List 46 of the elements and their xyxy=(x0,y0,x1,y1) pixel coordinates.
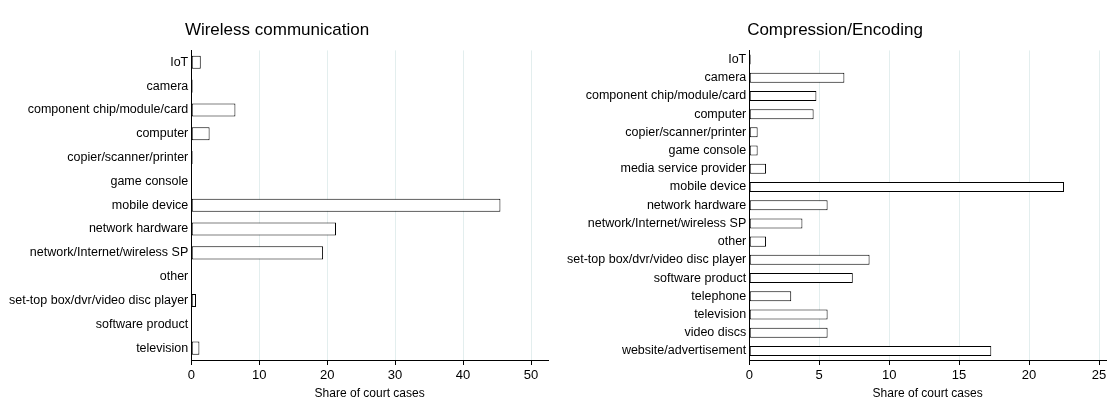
x-axis-title: Share of court cases xyxy=(314,386,425,401)
y-tick-label: media service provider xyxy=(620,161,747,176)
y-tick-label: television xyxy=(136,340,189,355)
x-tick-label: 10 xyxy=(251,367,267,383)
y-tick-label: network hardware xyxy=(646,197,747,212)
x-tick-label: 20 xyxy=(319,367,335,383)
y-tick-label: other xyxy=(717,234,747,249)
y-tick-label: copier/scanner/printer xyxy=(67,150,189,165)
x-tick-label: 15 xyxy=(951,367,967,383)
y-tick-label: mobile device xyxy=(111,197,189,212)
y-tick-label: computer xyxy=(136,126,189,141)
x-tick-label: 0 xyxy=(745,367,753,383)
x-tick-label: 5 xyxy=(815,367,823,383)
x-tick-label: 20 xyxy=(1021,367,1037,383)
chart-title: Wireless communication xyxy=(184,19,370,39)
y-tick-label: copier/scanner/printer xyxy=(625,124,747,139)
y-tick-label: game console xyxy=(110,173,189,188)
y-tick-label: set-top box/dvr/video disc player xyxy=(566,252,747,267)
y-tick-label: component chip/module/card xyxy=(585,88,747,103)
y-tick-label: mobile device xyxy=(669,179,747,194)
y-tick-label: IoT xyxy=(170,54,189,69)
y-tick-label: network hardware xyxy=(88,221,189,236)
y-tick-label: component chip/module/card xyxy=(27,102,189,117)
y-tick-label: video discs xyxy=(684,325,747,340)
x-tick-label: 50 xyxy=(523,367,539,383)
y-tick-label: game console xyxy=(668,143,747,158)
y-tick-label: camera xyxy=(146,78,189,93)
x-axis-title: Share of court cases xyxy=(872,386,983,401)
x-tick-label: 0 xyxy=(187,367,195,383)
y-tick-label: computer xyxy=(694,106,747,121)
x-tick-label: 25 xyxy=(1091,367,1107,383)
y-tick-label: other xyxy=(159,269,189,284)
y-tick-label: software product xyxy=(653,270,747,285)
y-tick-label: telephone xyxy=(691,288,747,303)
x-tick-label: 30 xyxy=(387,367,403,383)
y-tick-label: network/Internet/wireless SP xyxy=(587,215,747,230)
y-tick-label: set-top box/dvr/video disc player xyxy=(8,292,189,307)
x-tick-label: 40 xyxy=(455,367,471,383)
y-tick-label: television xyxy=(694,306,747,321)
y-tick-label: software product xyxy=(95,316,189,331)
chart-title: Compression/Encoding xyxy=(747,19,923,39)
y-tick-label: website/advertisement xyxy=(620,343,747,358)
y-tick-label: network/Internet/wireless SP xyxy=(29,245,189,260)
y-tick-label: camera xyxy=(704,70,747,85)
y-tick-label: IoT xyxy=(728,51,747,66)
x-tick-label: 10 xyxy=(881,367,897,383)
